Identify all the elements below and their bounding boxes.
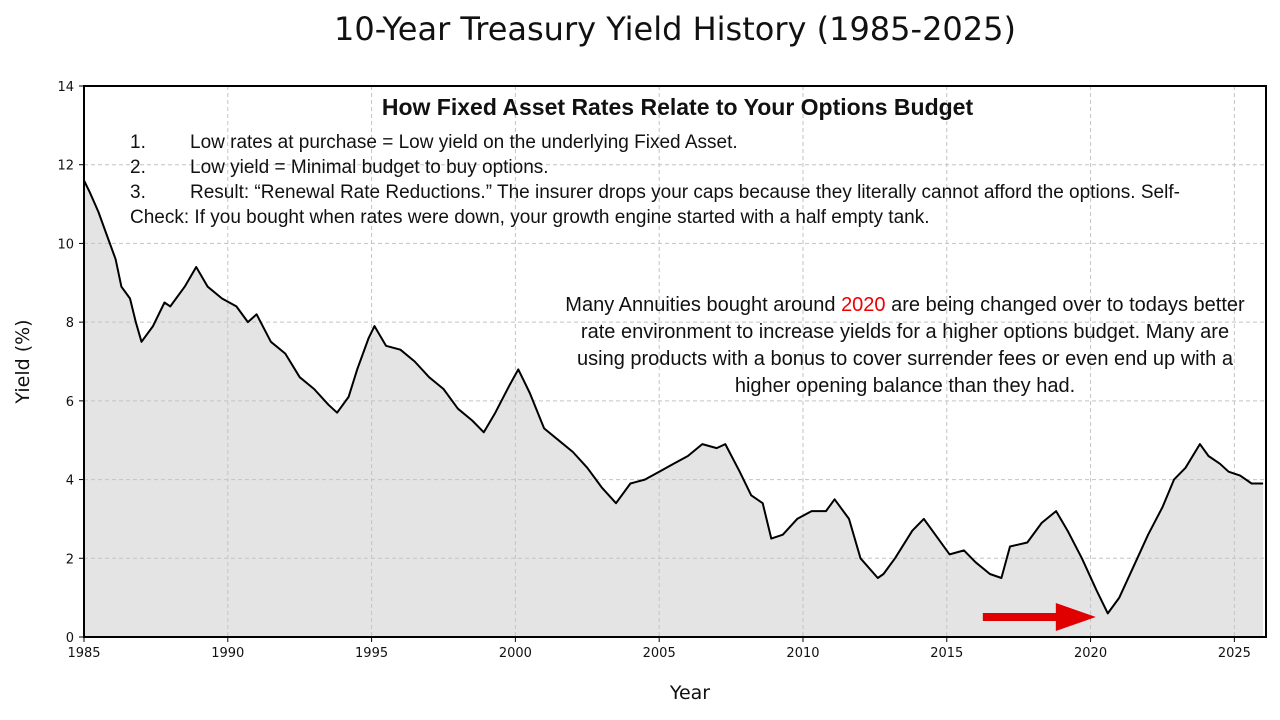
annotation-item: 3. Result: “Renewal Rate Reductions.” The…	[130, 180, 1210, 230]
y-tick-label: 14	[57, 80, 74, 95]
item-text: Low rates at purchase = Low yield on the…	[190, 132, 738, 153]
x-tick-label: 2010	[786, 646, 819, 661]
yield-line	[83, 180, 1264, 615]
y-axis-label: Yield (%)	[12, 319, 34, 404]
item-text: Low yield = Minimal budget to buy option…	[190, 157, 549, 178]
callout-after: are being changed over to todays better …	[577, 294, 1245, 397]
y-tick-label: 10	[57, 237, 74, 252]
x-tick-label: 2000	[499, 646, 532, 661]
y-tick-label: 0	[66, 631, 74, 646]
y-tick-label: 6	[66, 395, 74, 410]
callout-text: Many Annuities bought around 2020 are be…	[560, 292, 1250, 400]
annotation-item: 1. Low rates at purchase = Low yield on t…	[130, 130, 1210, 155]
annotation-item: 2. Low yield = Minimal budget to buy opti…	[130, 155, 1210, 180]
plot-frame	[83, 85, 1267, 638]
red-arrow-icon	[982, 603, 1096, 631]
item-number: 2.	[130, 157, 146, 178]
item-number: 3.	[130, 182, 146, 203]
x-axis-label: Year	[669, 682, 710, 704]
x-tick-label: 1995	[355, 646, 388, 661]
y-tick-label: 12	[57, 159, 74, 174]
callout-highlight: 2020	[841, 294, 886, 316]
yield-area	[84, 180, 1264, 637]
chart-title: 10-Year Treasury Yield History (1985-202…	[334, 10, 1016, 48]
x-tick-label: 2020	[1074, 646, 1107, 661]
y-tick-label: 8	[66, 316, 74, 331]
y-tick-label: 4	[66, 474, 74, 489]
annotation-heading: How Fixed Asset Rates Relate to Your Opt…	[381, 94, 974, 120]
x-tick-label: 2005	[643, 646, 676, 661]
x-tick-label: 1990	[211, 646, 244, 661]
item-text: Result: “Renewal Rate Reductions.” The i…	[130, 182, 1180, 228]
y-tick-label: 2	[66, 552, 74, 567]
callout-before: Many Annuities bought around	[565, 294, 842, 316]
x-tick-label: 2025	[1218, 646, 1251, 661]
item-number: 1.	[130, 132, 146, 153]
x-tick-label: 1985	[67, 646, 100, 661]
x-tick-label: 2015	[930, 646, 963, 661]
annotation-list: 1. Low rates at purchase = Low yield on t…	[130, 130, 1210, 230]
